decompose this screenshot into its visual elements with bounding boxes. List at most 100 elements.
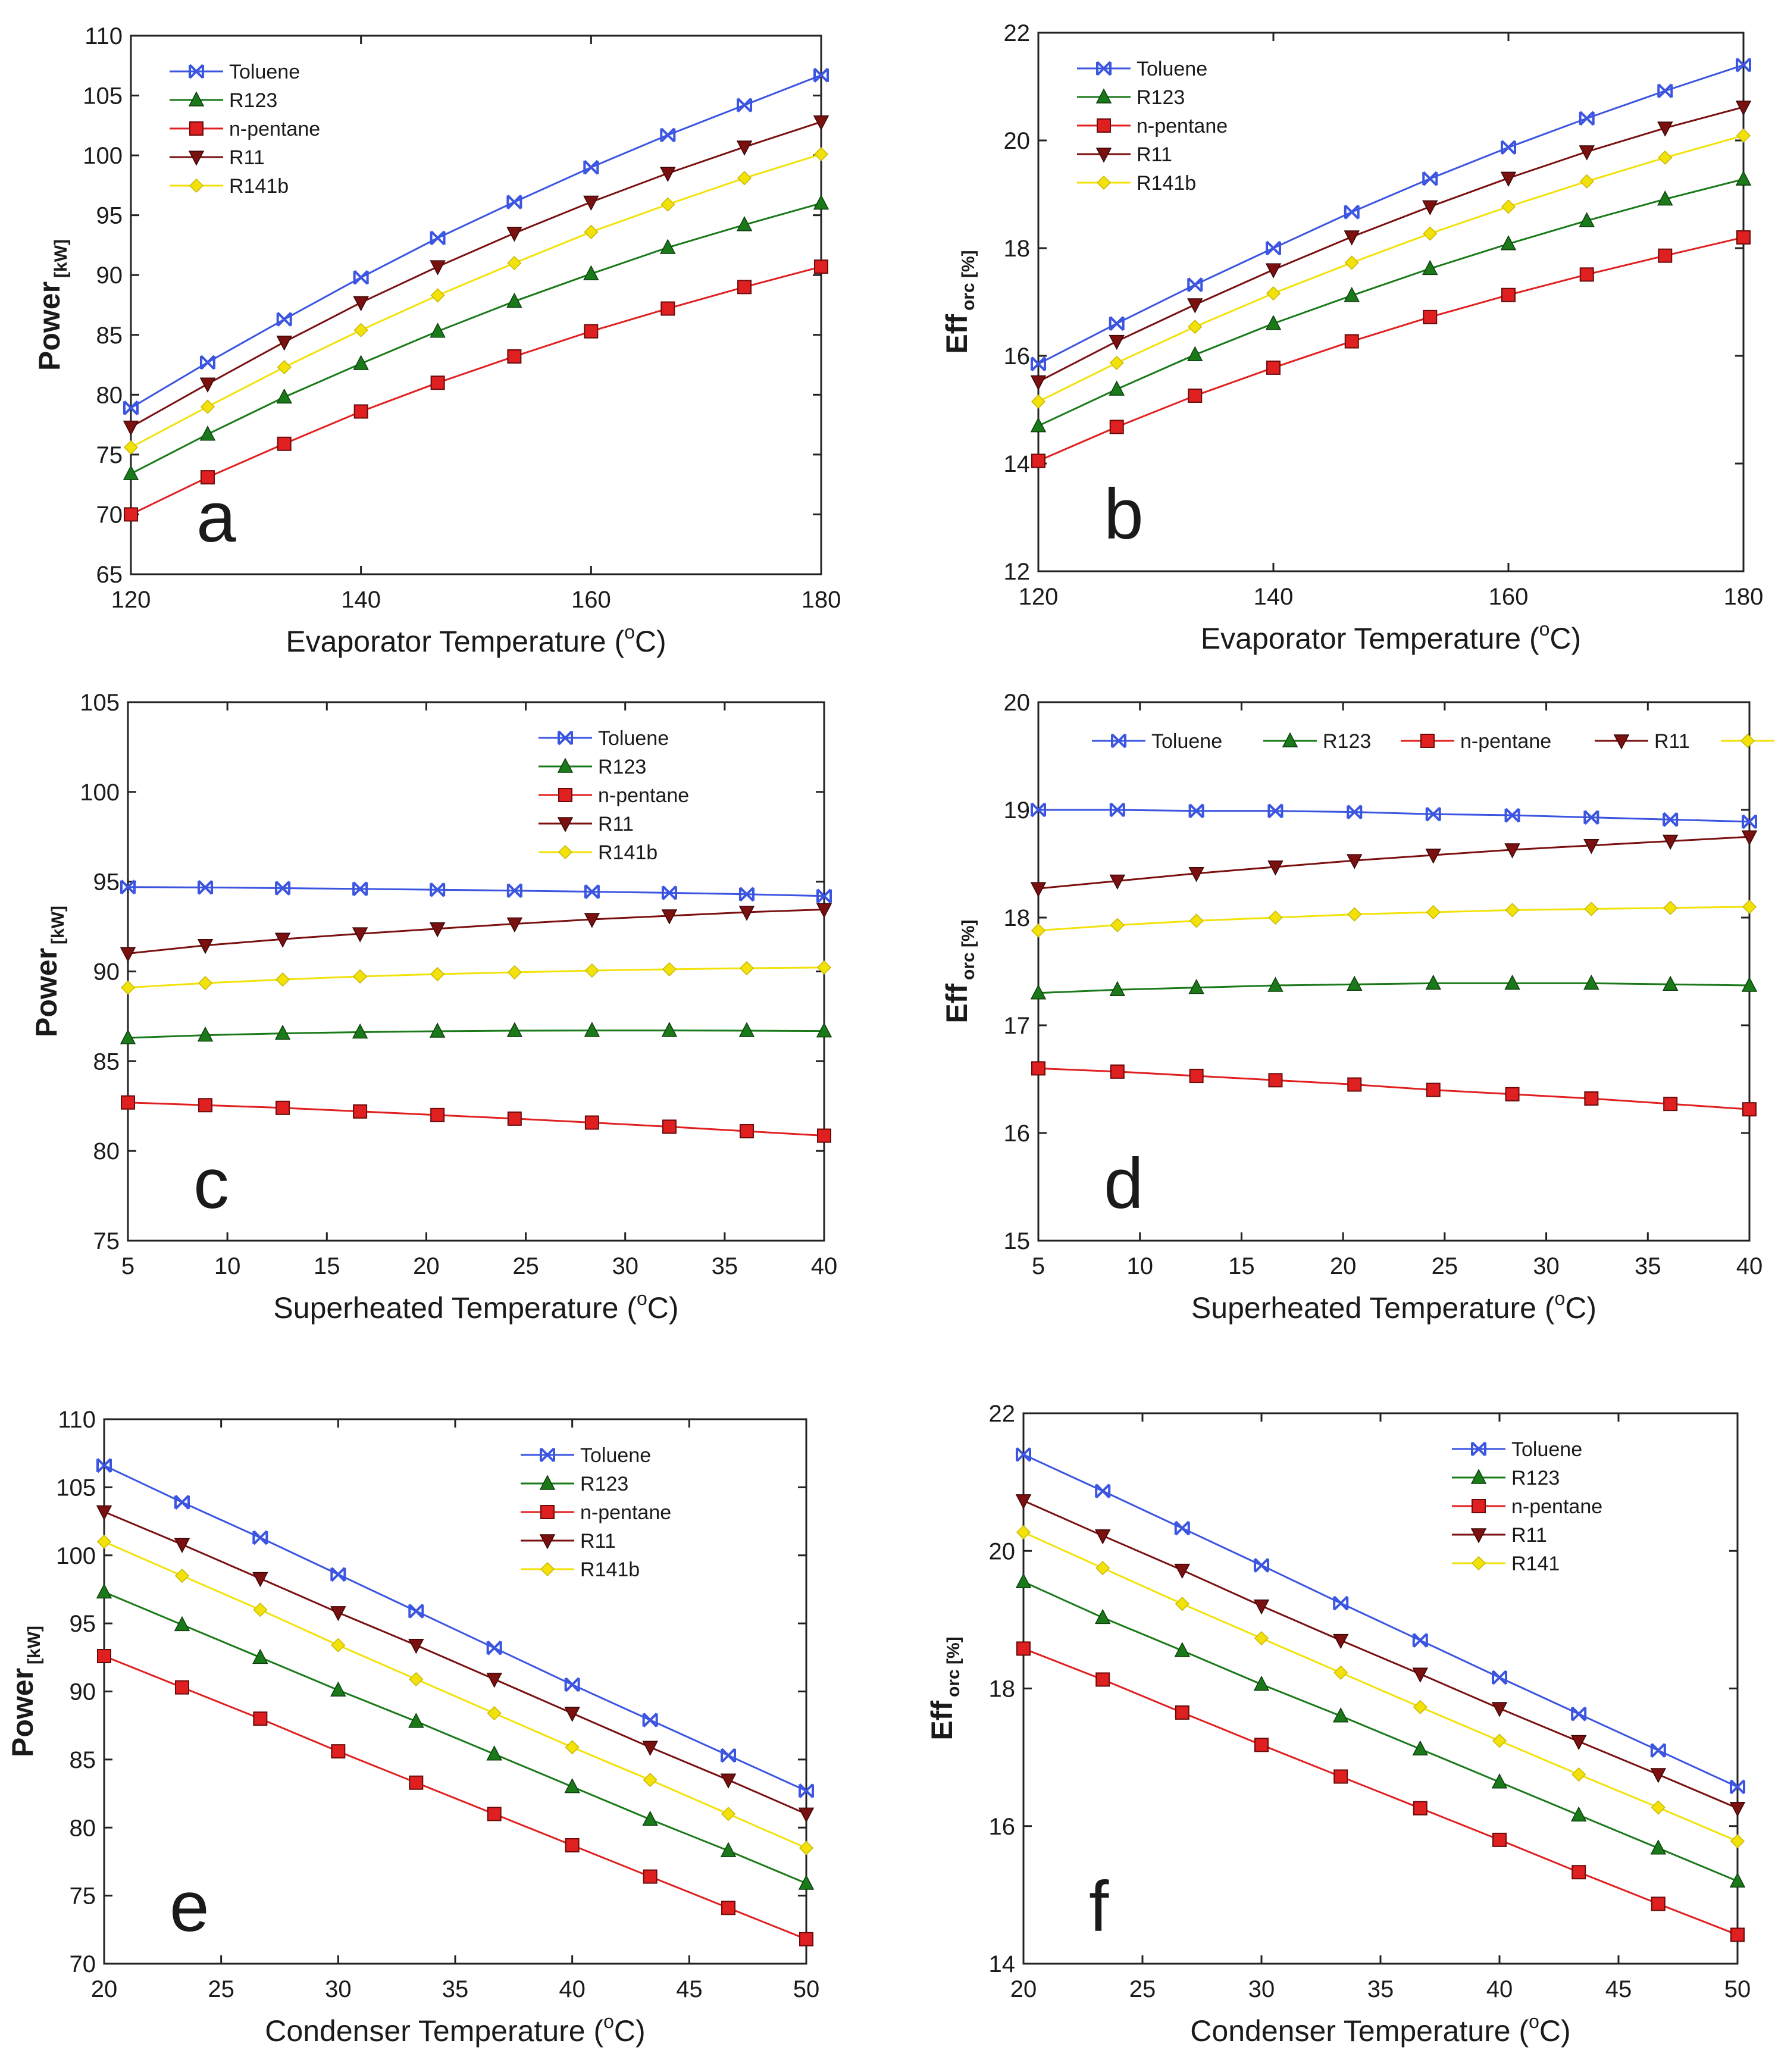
data-point — [643, 1773, 658, 1788]
x-tick-label: 45 — [676, 1976, 703, 2002]
data-point — [1736, 128, 1751, 143]
panel-a: 65 70 75 80 85 90 95 100 105 110 120 140 160 180 Evapo… — [33, 23, 841, 658]
data-point — [738, 887, 755, 902]
data-point — [642, 1741, 658, 1756]
x-axis-label-end: C) — [1549, 622, 1581, 655]
data-point — [1735, 170, 1752, 186]
data-point — [487, 1706, 502, 1721]
x-axis-label-text: Condenser Temperature ( — [1190, 2014, 1529, 2048]
y-tick-label: 85 — [93, 1048, 120, 1075]
data-point — [1742, 899, 1757, 914]
data-point — [174, 1569, 190, 1583]
data-point — [799, 1932, 813, 1946]
data-point — [1031, 802, 1046, 818]
x-axis-label-text: Evaporator Temperature ( — [1201, 622, 1539, 655]
data-point — [661, 909, 678, 925]
x-axis-label: Condenser Temperature (oC) — [265, 2011, 645, 2048]
data-point — [1579, 145, 1595, 161]
data-point — [565, 1838, 580, 1852]
panel-letter: c — [193, 1144, 229, 1223]
x-tick-label: 180 — [802, 587, 841, 613]
y-tick-label: 105 — [83, 83, 123, 109]
data-point — [352, 927, 368, 943]
legend-marker — [189, 121, 204, 136]
data-point — [1425, 849, 1441, 864]
data-point — [1730, 1834, 1745, 1849]
data-point — [662, 962, 677, 976]
data-point — [353, 355, 369, 370]
data-point — [1742, 814, 1757, 830]
data-point — [1583, 838, 1599, 855]
panel-f: 14 16 18 20 22 20 25 30 35 40 45 50 Condenser Temper… — [925, 1401, 1751, 2048]
series-R141b — [1031, 128, 1751, 409]
x-tick-label: 160 — [571, 587, 611, 613]
series-line — [104, 1464, 807, 1792]
data-point — [1253, 1675, 1270, 1691]
panel-letter: f — [1089, 1867, 1109, 1946]
data-point — [197, 939, 214, 954]
series-line — [1038, 178, 1744, 427]
data-point — [174, 1616, 190, 1632]
data-point — [506, 1022, 523, 1037]
data-point — [486, 1673, 502, 1688]
data-point — [1189, 1069, 1204, 1084]
y-axis-label-text: Power — [6, 1668, 39, 1757]
data-point — [507, 965, 522, 980]
data-point — [408, 1638, 424, 1654]
data-point — [1267, 860, 1283, 876]
legend-label: Toluene — [580, 1444, 651, 1467]
data-point — [721, 1807, 736, 1821]
legend: Toluene R123 n-pentane R11 R141b — [539, 727, 689, 864]
data-point — [121, 1095, 135, 1110]
data-point — [1187, 298, 1203, 314]
data-point — [486, 1640, 502, 1655]
data-point — [97, 1649, 111, 1664]
legend-label: Toluene — [1151, 730, 1222, 753]
legend-label: n-pentane — [598, 784, 689, 807]
legend-marker — [539, 1534, 556, 1550]
data-point — [1109, 802, 1125, 818]
data-point — [487, 1807, 502, 1821]
data-point — [721, 1901, 736, 1915]
data-point — [1412, 1633, 1428, 1648]
data-point — [1579, 111, 1595, 126]
data-point — [1741, 830, 1758, 846]
data-point — [409, 1672, 424, 1686]
data-point — [430, 288, 445, 303]
series-n-pentane — [97, 1649, 813, 1946]
series-R123 — [120, 1022, 832, 1044]
data-point — [1663, 900, 1678, 915]
data-point — [1658, 150, 1673, 165]
data-point — [1347, 975, 1363, 991]
data-point — [197, 1026, 214, 1042]
data-point — [1110, 1064, 1125, 1079]
x-axis-label-end: C) — [635, 625, 666, 658]
data-point — [739, 961, 755, 976]
legend-marker — [540, 1505, 555, 1519]
legend-label: n-pentane — [580, 1501, 671, 1524]
data-point — [1094, 1608, 1111, 1625]
data-point — [174, 1538, 190, 1554]
x-axis-label-sup: o — [1529, 2011, 1539, 2032]
series-line — [127, 1101, 825, 1137]
data-point — [660, 197, 675, 212]
y-axis-label-text: Eff — [940, 314, 973, 354]
data-point — [330, 1567, 346, 1582]
data-point — [1735, 101, 1752, 116]
data-point — [1030, 984, 1047, 1000]
data-point — [813, 147, 829, 162]
data-point — [1570, 1806, 1587, 1821]
data-point — [1657, 121, 1673, 137]
data-point — [1110, 918, 1125, 932]
data-point — [583, 265, 599, 280]
series-line — [104, 1541, 807, 1849]
series-R141b — [96, 1534, 814, 1855]
data-point — [174, 1680, 189, 1695]
data-point — [816, 1022, 832, 1038]
data-point — [408, 1713, 424, 1728]
series-R123 — [1030, 170, 1752, 433]
data-point — [737, 98, 753, 113]
legend-label: Toluene — [1137, 58, 1207, 80]
data-point — [274, 932, 291, 948]
data-point — [1267, 803, 1283, 819]
